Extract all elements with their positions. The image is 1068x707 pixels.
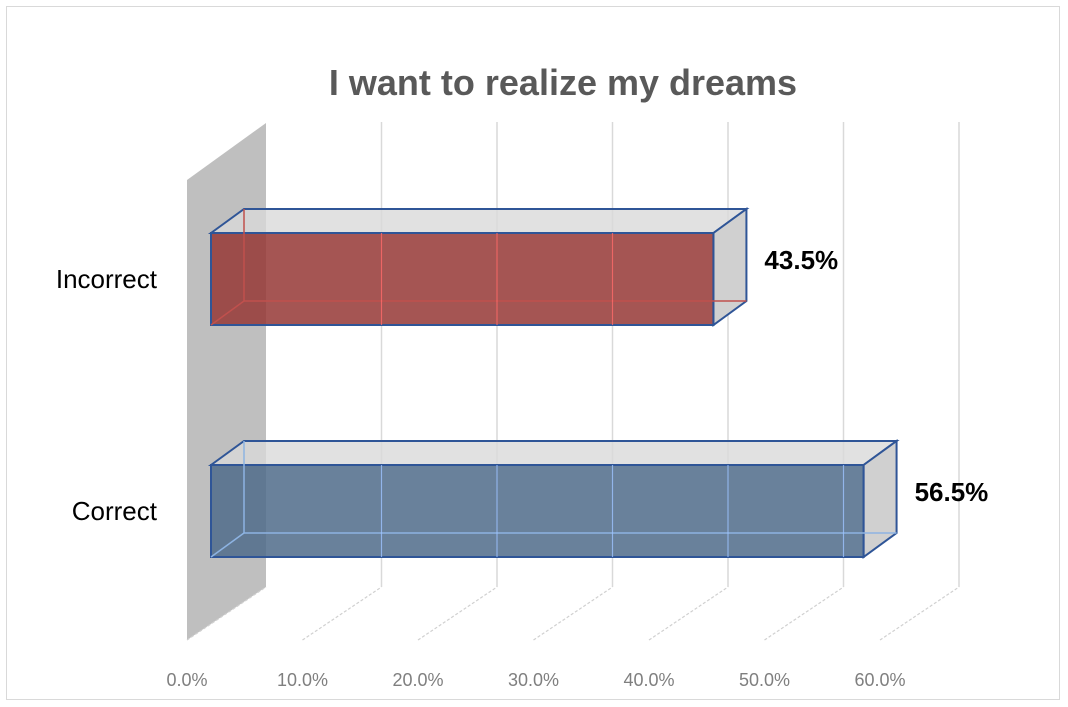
data-label-correct: 56.5% [915, 477, 989, 507]
category-labels: Incorrect Correct [56, 264, 158, 526]
tick-label-30-0: 30.0% [508, 670, 559, 690]
bar-top-face [207, 440, 900, 466]
floor-gridline-0-0 [186, 586, 267, 641]
tick-label-10-0: 10.0% [277, 670, 328, 690]
floor-gridline-40-0 [648, 586, 729, 641]
tick-label-40-0: 40.0% [623, 670, 674, 690]
data-labels: 43.5% 56.5% [764, 245, 988, 507]
bar-front-face [210, 232, 715, 326]
floor-gridline-50-0 [764, 586, 844, 641]
bars [207, 207, 900, 559]
back-wall [187, 123, 266, 640]
side-wall [187, 123, 266, 640]
chart-frame [6, 6, 1060, 700]
bar-hidden-edge-diagonal [210, 532, 245, 558]
tick-label-20-0: 20.0% [392, 670, 443, 690]
category-label-incorrect: Incorrect [56, 264, 158, 294]
floor-gridline-10-0 [302, 586, 382, 641]
data-label-incorrect: 43.5% [764, 245, 838, 275]
bar-correct [207, 439, 900, 559]
tick-label-50-0: 50.0% [739, 670, 790, 690]
x-tick-labels: 0.0% 10.0% 20.0% 30.0% 40.0% 50.0% 60.0% [166, 670, 905, 690]
chart-title: I want to realize my dreams [329, 62, 797, 103]
gridlines [186, 122, 960, 641]
floor-gridline-60-0 [879, 586, 960, 641]
floor-gridline-20-0 [417, 586, 498, 641]
tick-label-60-0: 60.0% [854, 670, 905, 690]
bar-top-face [207, 208, 750, 234]
bar-incorrect [207, 207, 750, 327]
category-label-correct: Correct [72, 496, 158, 526]
bar-hidden-edge-diagonal [210, 300, 245, 326]
floor-gridline-30-0 [533, 586, 613, 641]
tick-label-0-0: 0.0% [166, 670, 207, 690]
bar-front-face [210, 464, 865, 558]
